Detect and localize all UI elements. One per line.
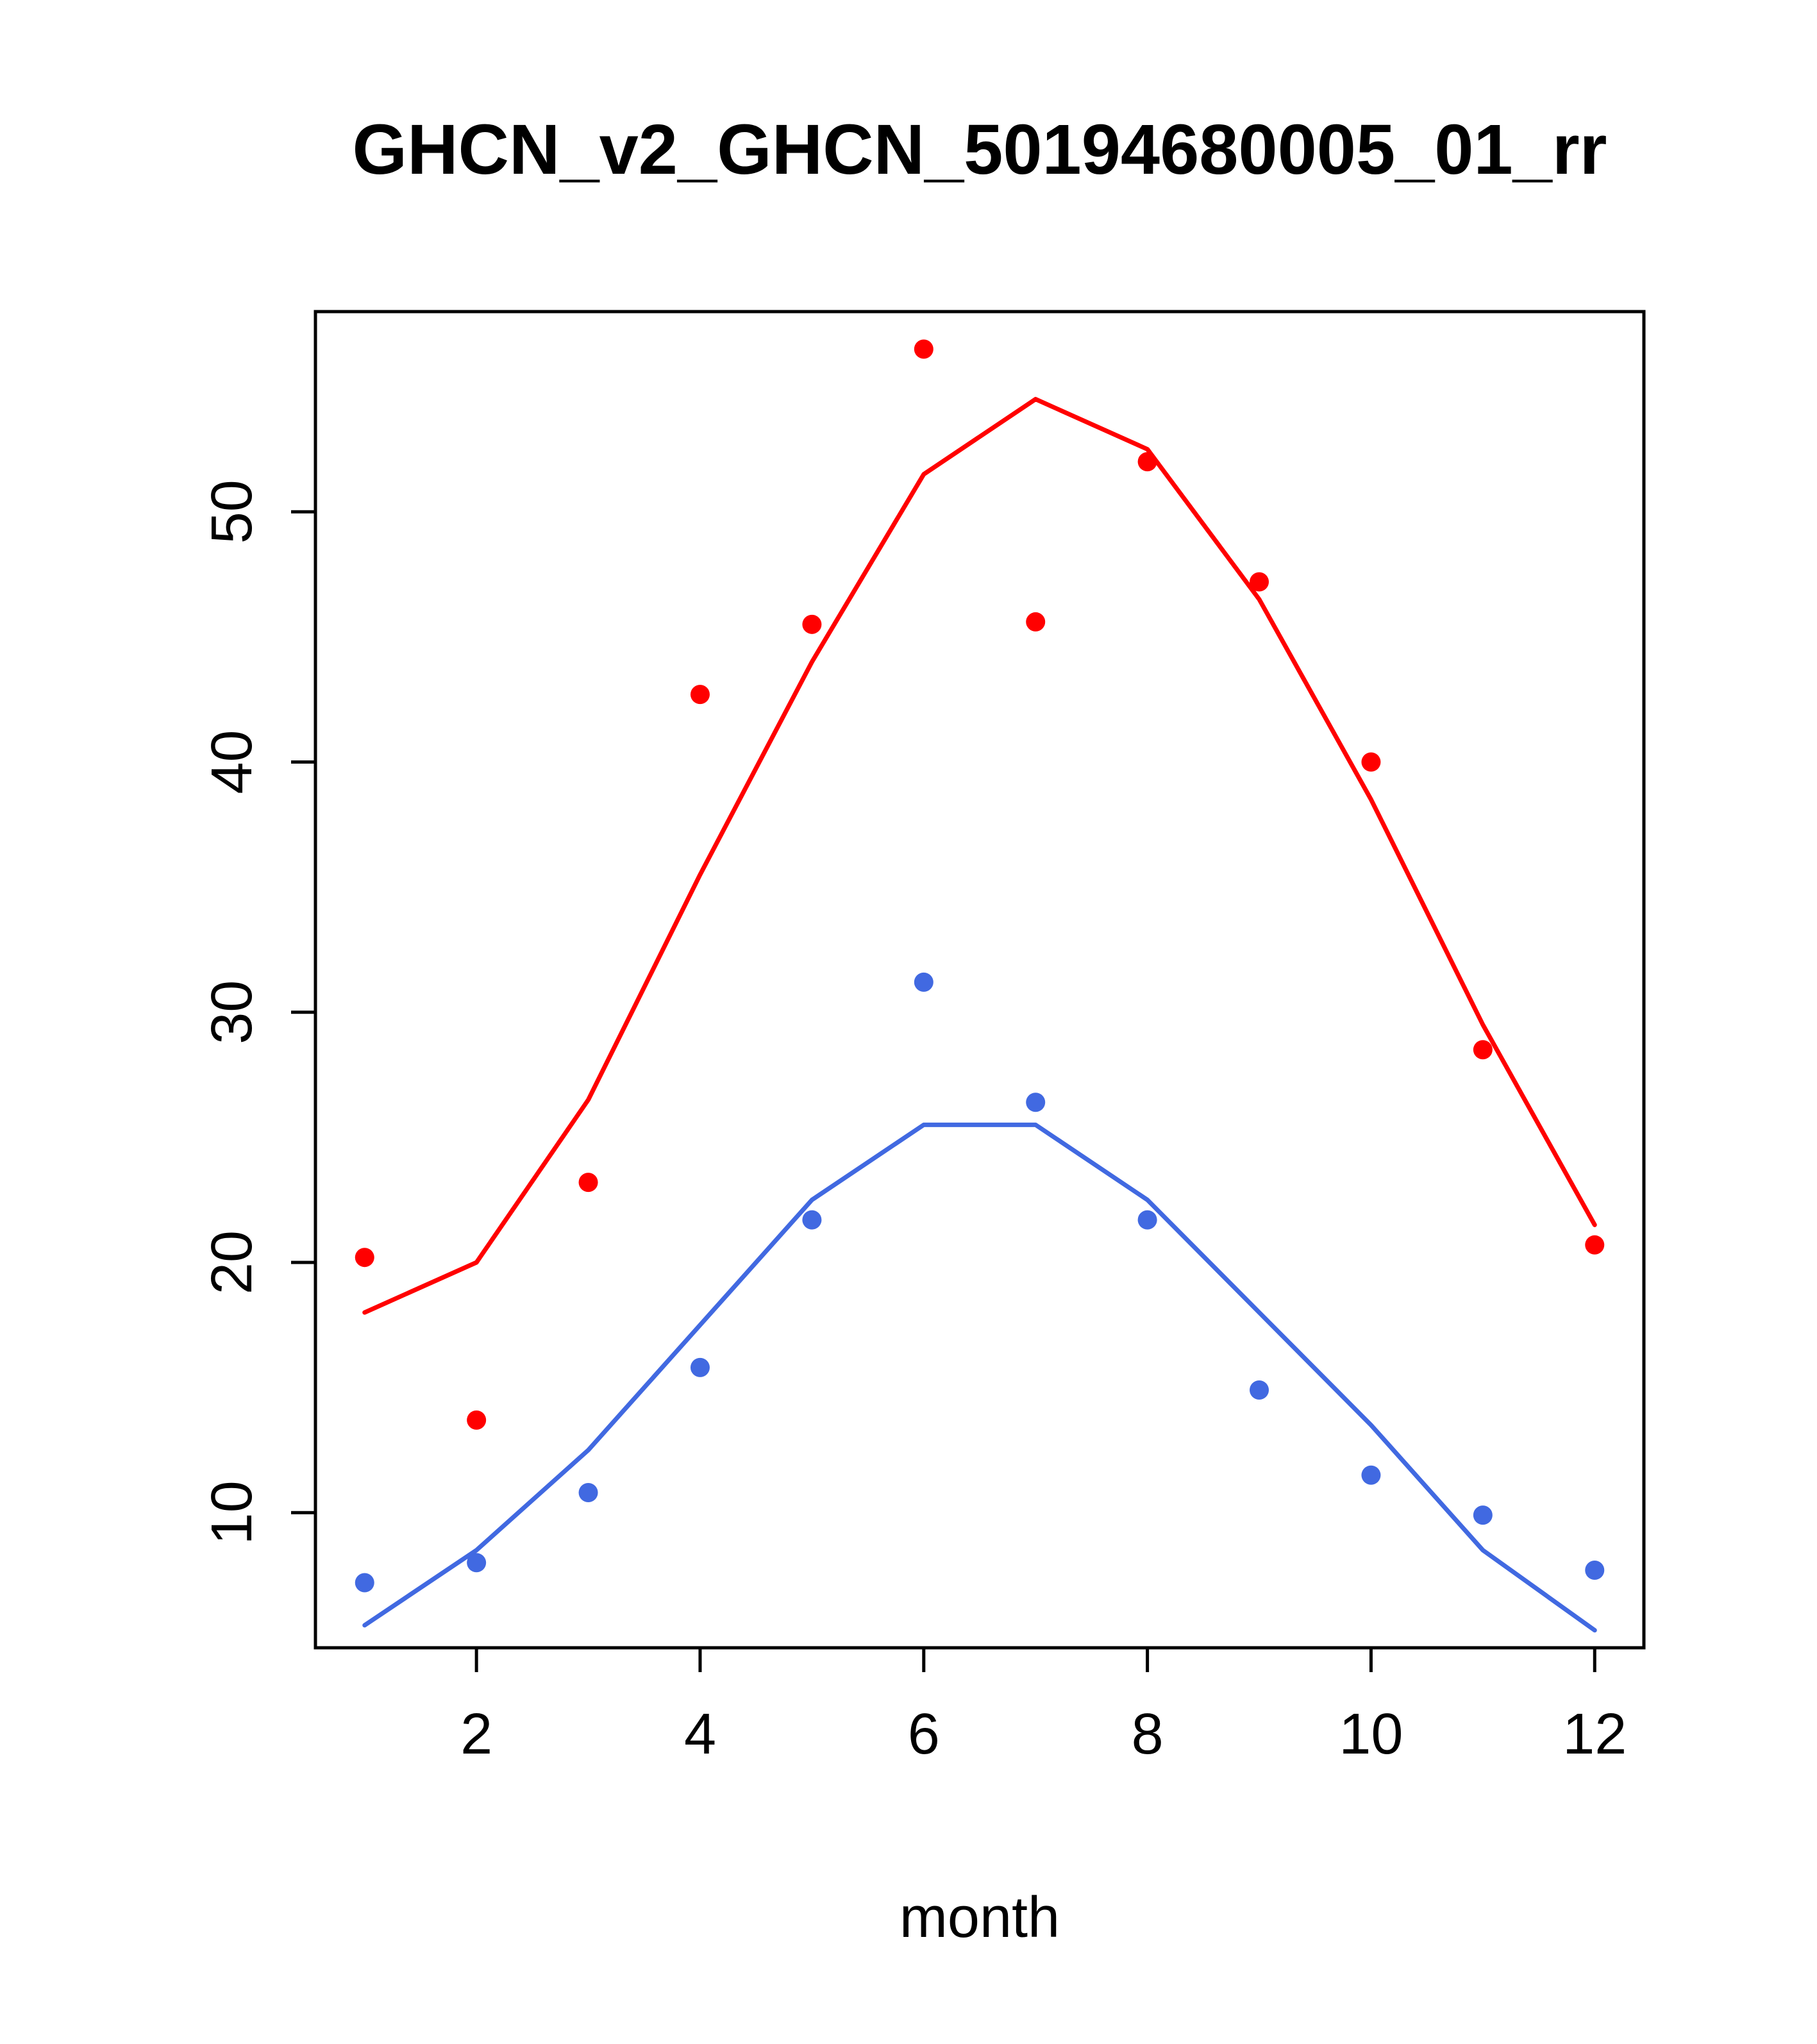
blue-points-point	[1585, 1561, 1605, 1580]
blue-points-point	[467, 1553, 487, 1573]
y-tick-label: 50	[200, 480, 264, 544]
x-tick-label: 6	[908, 1702, 940, 1766]
red-points-point	[467, 1410, 487, 1430]
chart-title: GHCN_v2_GHCN_50194680005_01_rr	[352, 110, 1607, 189]
blue-points-point	[1361, 1465, 1381, 1485]
red-points-point	[802, 614, 822, 634]
x-axis-label: month	[899, 1886, 1060, 1950]
y-tick-label: 20	[200, 1230, 264, 1294]
red-points-point	[914, 339, 934, 359]
y-tick-label: 40	[200, 730, 264, 794]
x-tick-label: 8	[1132, 1702, 1164, 1766]
blue-points-point	[355, 1573, 374, 1593]
y-tick-label: 30	[200, 980, 264, 1044]
red-points-point	[1250, 572, 1269, 592]
blue-points-point	[578, 1483, 598, 1503]
blue-points-point	[1473, 1505, 1493, 1525]
blue-points-point	[1026, 1093, 1046, 1112]
x-tick-label: 4	[684, 1702, 716, 1766]
x-tick-label: 12	[1562, 1702, 1627, 1766]
blue-line	[362, 1122, 1597, 1633]
x-tick-label: 10	[1339, 1702, 1403, 1766]
red-points-point	[1585, 1235, 1605, 1255]
red-points-point	[1026, 612, 1046, 632]
blue-points-point	[914, 972, 934, 992]
x-tick-label: 2	[460, 1702, 492, 1766]
red-points-point	[1473, 1040, 1493, 1060]
red-line	[362, 397, 1597, 1315]
red-points-point	[578, 1173, 598, 1193]
red-points-point	[1361, 752, 1381, 772]
blue-points-point	[690, 1357, 710, 1377]
blue-points-point	[802, 1210, 822, 1230]
blue-points-point	[1250, 1380, 1269, 1400]
blue-points-point	[1137, 1210, 1157, 1230]
red-points-point	[690, 685, 710, 705]
plot-border	[314, 310, 1646, 1650]
red-points-point	[1137, 452, 1157, 472]
y-tick-label: 10	[200, 1480, 264, 1545]
red-points-point	[355, 1248, 374, 1268]
